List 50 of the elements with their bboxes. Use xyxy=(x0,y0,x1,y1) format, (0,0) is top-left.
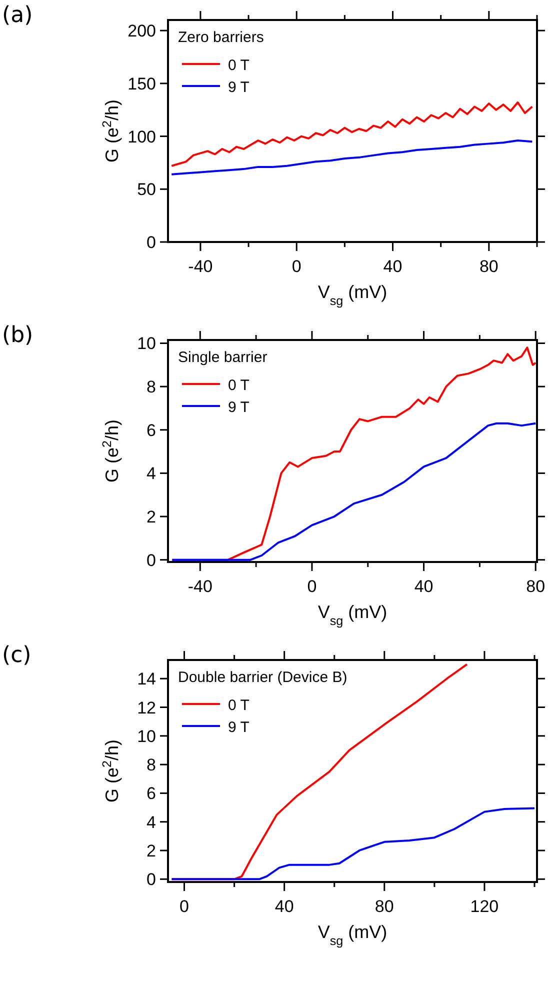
x-tick-label: 80 xyxy=(374,897,394,916)
legend-label: 9 T xyxy=(228,719,250,736)
y-tick-label: 4 xyxy=(146,464,156,484)
x-tick-label: 80 xyxy=(479,257,498,276)
y-tick-label: 100 xyxy=(128,127,156,146)
y-tick-label: 6 xyxy=(146,784,156,804)
legend-label: 0 T xyxy=(228,57,250,74)
x-tick-label: 80 xyxy=(526,577,546,596)
y-tick-label: 10 xyxy=(137,726,156,746)
line-series xyxy=(170,140,534,176)
y-tick-label: 8 xyxy=(146,756,156,775)
x-tick-label: 40 xyxy=(383,257,402,276)
y-tick-label: 50 xyxy=(137,180,156,200)
x-axis-title: V$_{sg}$ (mV) xyxy=(318,602,388,628)
legend-label: 0 T xyxy=(228,697,250,714)
y-tick-label: 150 xyxy=(128,74,156,94)
x-tick-label: -40 xyxy=(188,577,212,596)
x-tick-label: 0 xyxy=(180,897,189,916)
legend-title: Single barrier xyxy=(178,349,268,366)
y-tick-label: 0 xyxy=(146,870,156,890)
y-tick-label: 4 xyxy=(146,812,156,832)
y-tick-label: 2 xyxy=(146,841,156,860)
y-tick-label: 14 xyxy=(137,670,156,689)
chart-title: (b) xyxy=(2,323,34,348)
legend-label: 0 T xyxy=(228,377,250,394)
x-tick-label: 0 xyxy=(307,577,317,596)
y-tick-label: 12 xyxy=(137,698,156,718)
line-series xyxy=(170,101,534,167)
y-tick-label: 0 xyxy=(146,550,156,570)
x-tick-label: 40 xyxy=(414,577,434,596)
line-series xyxy=(171,422,537,561)
y-tick-label: 0 xyxy=(146,233,156,252)
line-series xyxy=(170,807,536,880)
y-tick-label: 200 xyxy=(128,22,156,41)
chart-title: (a) xyxy=(2,3,33,28)
x-tick-label: 120 xyxy=(470,897,499,916)
y-tick-label: 6 xyxy=(146,420,156,440)
y-tick-label: 8 xyxy=(146,378,156,397)
x-tick-label: 0 xyxy=(292,257,302,276)
x-axis-title: V$_{sg}$ (mV) xyxy=(318,282,388,308)
y-tick-label: 10 xyxy=(137,334,156,354)
legend-title: Double barrier (Device B) xyxy=(178,669,348,686)
x-tick-label: -40 xyxy=(188,257,213,276)
legend-label: 9 T xyxy=(228,399,250,416)
legend-title: Zero barriers xyxy=(178,29,264,46)
chart-title: (c) xyxy=(2,643,32,668)
x-tick-label: 40 xyxy=(274,897,294,916)
legend-label: 9 T xyxy=(228,79,250,96)
y-tick-label: 2 xyxy=(146,508,156,527)
x-axis-title: V$_{sg}$ (mV) xyxy=(318,922,388,948)
